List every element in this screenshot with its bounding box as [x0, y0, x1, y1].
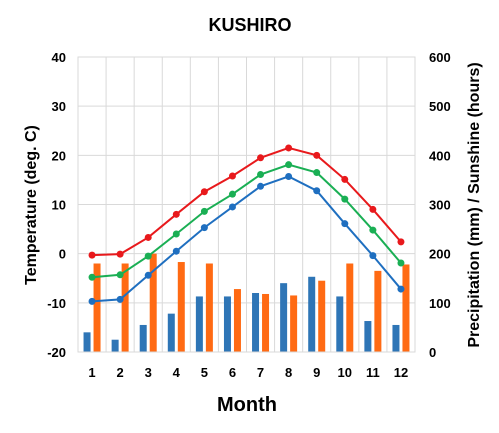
bar-series-1-month-3 — [139, 324, 147, 352]
bar-series-2-month-7 — [262, 293, 270, 352]
point-series-1-month-10 — [341, 175, 349, 183]
plot-frame — [77, 56, 416, 353]
bar-series — [83, 253, 410, 352]
chart-title: KUSHIRO — [208, 15, 291, 35]
bar-series-2-month-9 — [318, 280, 326, 352]
grid — [77, 56, 416, 353]
line-series-2 — [91, 163, 402, 279]
point-series-3-month-8 — [285, 172, 293, 180]
y-right-tick-label: 0 — [429, 345, 436, 360]
bar-series-1-month-1 — [83, 332, 91, 352]
x-tick-label: 9 — [313, 365, 320, 380]
y-left-tick-label: 0 — [59, 247, 66, 262]
point-series-2-month-3 — [144, 252, 152, 260]
point-series-3-month-3 — [144, 271, 152, 279]
bar-series-1-month-8 — [280, 283, 288, 352]
bar-series-1-month-2 — [111, 339, 119, 352]
point-series-3-month-11 — [369, 252, 377, 260]
point-series-2-month-7 — [257, 171, 265, 179]
y-left-tick-label: 10 — [52, 198, 66, 213]
bar-series-2-month-12 — [402, 264, 410, 352]
x-tick-label: 5 — [201, 365, 208, 380]
point-series-1-month-7 — [257, 154, 265, 162]
bar-series-2-month-1 — [93, 263, 101, 352]
point-series-2-month-9 — [313, 169, 321, 177]
x-tick-label: 7 — [257, 365, 264, 380]
x-tick-label: 3 — [145, 365, 152, 380]
point-series-2-month-11 — [369, 226, 377, 234]
line-series-3 — [91, 175, 402, 303]
y-axis-right-label: Precipitation (mm) / Sunshine (hours) — [466, 62, 483, 347]
point-series-2-month-5 — [200, 207, 208, 215]
y-right-tick-label: 300 — [429, 198, 451, 213]
y-left-tick-label: 20 — [52, 148, 66, 163]
bar-series-2-month-11 — [374, 270, 382, 352]
bar-series-2-month-2 — [121, 263, 129, 352]
point-series-1-month-12 — [397, 238, 405, 246]
x-tick-label: 10 — [338, 365, 352, 380]
bar-series-2-month-6 — [233, 289, 241, 352]
point-series-3-month-2 — [116, 295, 124, 303]
x-tick-label: 11 — [366, 365, 380, 380]
line-series — [88, 144, 405, 305]
point-series-2-month-12 — [397, 259, 405, 267]
bar-series-1-month-4 — [167, 313, 175, 352]
bar-series-1-month-12 — [392, 324, 400, 352]
y-right-tick-label: 400 — [429, 148, 451, 163]
point-series-2-month-6 — [228, 190, 236, 198]
bar-series-1-month-7 — [252, 293, 260, 352]
point-series-2-month-4 — [172, 230, 180, 238]
y-right-tick-label: 200 — [429, 247, 451, 262]
bar-series-1-month-10 — [336, 296, 344, 352]
bar-series-2-month-5 — [205, 263, 213, 352]
point-series-3-month-6 — [228, 203, 236, 211]
bar-series-1-month-5 — [195, 296, 203, 352]
point-series-1-month-2 — [116, 250, 124, 258]
x-tick-label: 2 — [117, 365, 124, 380]
point-series-1-month-4 — [172, 210, 180, 218]
bar-series-1-month-9 — [308, 276, 316, 352]
y-axis-left-label: Temperature (deg. C) — [23, 125, 40, 285]
point-series-2-month-1 — [88, 273, 96, 281]
point-series-3-month-7 — [257, 182, 265, 190]
y-right-tick-label: 100 — [429, 296, 451, 311]
point-series-3-month-12 — [397, 285, 405, 293]
x-tick-label: 12 — [394, 365, 408, 380]
x-tick-label: 4 — [173, 365, 181, 380]
bar-series-2-month-3 — [149, 253, 157, 352]
y-left-tick-label: -10 — [47, 296, 66, 311]
x-axis-label: Month — [217, 394, 277, 416]
point-series-3-month-10 — [341, 220, 349, 228]
y-right-tick-label: 500 — [429, 99, 451, 114]
x-tick-label: 8 — [285, 365, 292, 380]
y-left-tick-label: 30 — [52, 99, 66, 114]
point-series-3-month-1 — [88, 297, 96, 305]
point-series-3-month-9 — [313, 187, 321, 195]
bar-series-2-month-8 — [290, 295, 298, 352]
point-series-2-month-2 — [116, 271, 124, 279]
point-series-1-month-1 — [88, 251, 96, 259]
bar-series-2-month-10 — [346, 263, 354, 352]
point-series-1-month-9 — [313, 151, 321, 159]
point-series-1-month-3 — [144, 233, 152, 241]
point-series-1-month-6 — [228, 172, 236, 180]
bar-series-1-month-11 — [364, 321, 372, 352]
point-series-3-month-4 — [172, 247, 180, 255]
y-left-tick-label: -20 — [47, 345, 66, 360]
point-series-2-month-8 — [285, 161, 293, 169]
point-series-1-month-8 — [285, 144, 293, 152]
point-series-1-month-5 — [200, 188, 208, 196]
line-series-1 — [92, 146, 402, 257]
x-tick-label: 6 — [229, 365, 236, 380]
y-left-tick-label: 40 — [52, 50, 66, 65]
y-right-tick-label: 600 — [429, 50, 451, 65]
point-series-3-month-5 — [200, 224, 208, 232]
point-series-2-month-10 — [341, 195, 349, 203]
bar-series-2-month-4 — [177, 262, 185, 352]
bar-series-1-month-6 — [223, 296, 231, 352]
x-tick-label: 1 — [88, 365, 95, 380]
point-series-1-month-11 — [369, 205, 377, 213]
